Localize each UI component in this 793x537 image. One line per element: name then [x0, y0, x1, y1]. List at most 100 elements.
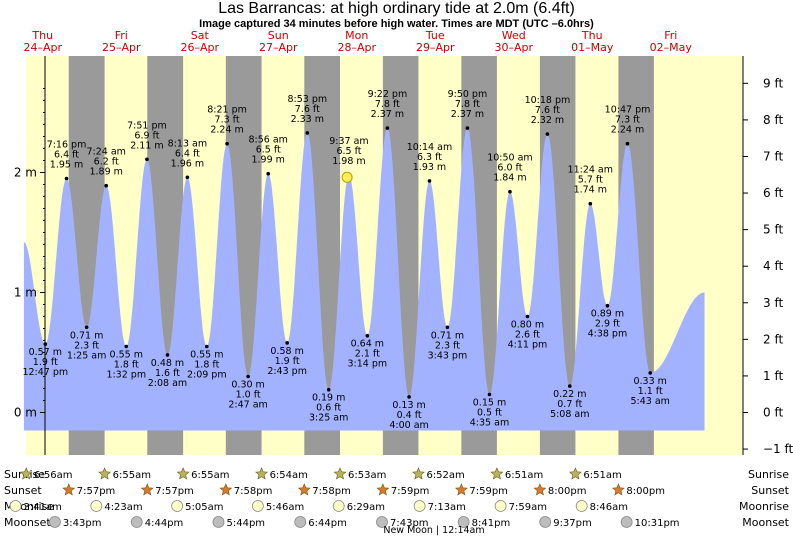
moonrise-time: 8:46am [590, 502, 628, 513]
tide-label-line: 2.3 ft [435, 340, 460, 351]
day-of-week: Sat [191, 29, 210, 42]
sunset-time: 7:58pm [312, 486, 351, 497]
tide-point [246, 374, 250, 379]
tide-label-line: 0.55 m [190, 350, 223, 361]
moon-icon-grey [620, 516, 633, 528]
tide-label-line: 2.37 m [371, 109, 404, 120]
high-tide-label: 7:16 pm6.4 ft1.95 m [47, 140, 87, 171]
tide-label-line: 0.5 ft [477, 408, 502, 419]
right-tick-label: 3 ft [763, 296, 783, 310]
tide-point [165, 353, 170, 357]
tide-label-line: 7.6 ft [295, 104, 320, 115]
left-tick-label: 2 m [14, 166, 37, 180]
tide-label-line: 0.48 m [151, 358, 184, 369]
moon-icon-grey [457, 516, 470, 528]
right-tick-label: 6 ft [763, 186, 783, 200]
day-of-week: Thu [31, 29, 53, 42]
star-icon-orange [454, 483, 468, 496]
high-tide-label: 8:13 am6.4 ft1.96 m [168, 138, 207, 169]
moonrise-time: 3:41am [24, 502, 62, 513]
sunset-time: 7:59pm [469, 486, 508, 497]
right-tick-label: 8 ft [763, 113, 783, 127]
yellow-dot-icon [341, 171, 353, 183]
tide-label-line: 2.3 ft [74, 340, 99, 351]
low-tide-label: 0.15 m0.5 ft4:35 am [470, 398, 509, 429]
moon-icon-light [171, 500, 184, 512]
tide-point [605, 303, 610, 308]
moonset-time: 5:44pm [227, 518, 266, 529]
tide-label-line: 1.0 ft [236, 390, 261, 401]
tide-point [104, 183, 109, 188]
high-tide-label: 10:18 pm7.6 ft2.32 m [525, 95, 571, 126]
tide-label-line: 11:24 am [568, 165, 613, 176]
tide-label-line: 10:14 am [407, 142, 452, 153]
tide-point [204, 344, 209, 349]
high-tide-label: 7:24 am6.2 ft1.89 m [86, 147, 125, 178]
tide-label-line: 6.0 ft [497, 163, 522, 174]
tide-label-line: 7.3 ft [615, 115, 640, 126]
tide-point [407, 395, 411, 399]
day-date: 27–Apr [259, 41, 298, 54]
low-tide-label: 0.80 m2.6 ft4:11 pm [508, 320, 548, 351]
right-tick-label: 2 ft [763, 332, 783, 346]
tide-label-line: 7:24 am [86, 147, 125, 158]
tide-label-line: 2:43 pm [267, 366, 307, 377]
sunset-time: 7:57pm [77, 486, 116, 497]
high-tide-label: 8:53 pm7.6 ft2.33 m [287, 94, 327, 125]
astro-rows: SunriseSunriseSunsetSunsetMoonriseMoonri… [4, 467, 790, 536]
low-tide-label: 0.71 m2.3 ft3:43 pm [428, 330, 468, 361]
tide-label-line: 4:00 am [389, 420, 428, 431]
tide-label-line: 1.9 ft [33, 357, 58, 368]
tide-point [545, 132, 550, 136]
tide-label-line: 6.9 ft [134, 130, 159, 141]
tide-label-line: 2:47 am [228, 400, 267, 411]
day-date: 26–Apr [180, 41, 219, 54]
moon-icon-grey [130, 516, 143, 528]
low-tide-label: 0.55 m1.8 ft1:32 pm [106, 350, 146, 381]
tide-label-line: 7.3 ft [215, 115, 240, 126]
day-of-week: Fri [664, 29, 677, 42]
chart-subtitle: Image captured 34 minutes before high wa… [199, 18, 594, 30]
moonset-time: 4:44pm [145, 518, 184, 529]
low-tide-label: 0.48 m1.6 ft2:08 am [148, 358, 187, 389]
moonrise-time: 5:46am [266, 502, 304, 513]
star-icon-orange [62, 483, 76, 496]
moonset-time: 10:31pm [635, 518, 680, 529]
right-tick-label: 5 ft [763, 223, 783, 237]
tide-label-line: 0.30 m [231, 380, 264, 391]
tide-label-line: 0.22 m [553, 389, 586, 400]
tide-label-line: 4:38 pm [588, 329, 628, 340]
tide-point [525, 314, 530, 319]
tide-point [567, 384, 572, 388]
tide-label-line: 2.24 m [210, 125, 243, 136]
tide-point [145, 157, 149, 162]
star-icon-orange [297, 483, 311, 496]
tide-label-line: 1:32 pm [106, 370, 146, 381]
sunrise-time: 6:53am [348, 470, 386, 481]
tide-label-line: 0.19 m [312, 393, 345, 404]
low-tide-label: 0.89 m2.9 ft4:38 pm [588, 309, 628, 340]
tide-label-line: 6.4 ft [54, 150, 79, 161]
row-label-right-moonrise: Moonrise [739, 500, 789, 513]
left-tick-label: 0 m [14, 406, 37, 420]
sunset-time: 7:57pm [155, 486, 194, 497]
sunrise-time: 6:51am [583, 470, 621, 481]
moonset-time: 8:41pm [472, 518, 511, 529]
tide-label-line: 1.89 m [89, 167, 122, 178]
moonrise-time: 4:23am [104, 502, 142, 513]
tide-label-line: 0.57 m [29, 347, 62, 358]
star-icon-yellow [568, 467, 582, 480]
high-tide-label: 10:47 pm7.3 ft2.24 m [605, 105, 651, 136]
tide-label-line: 5.7 ft [578, 175, 603, 186]
tide-label-line: 8:53 pm [287, 94, 327, 105]
tide-label-line: 0.6 ft [316, 403, 341, 414]
tide-point [465, 126, 470, 130]
tide-point [625, 141, 630, 146]
moonset-time: 6:44pm [308, 518, 347, 529]
tide-label-line: 1.99 m [251, 155, 284, 166]
tide-point [326, 387, 331, 392]
tide-label-line: 2.11 m [130, 140, 163, 151]
star-icon-yellow [333, 467, 347, 480]
tide-point [588, 201, 593, 206]
